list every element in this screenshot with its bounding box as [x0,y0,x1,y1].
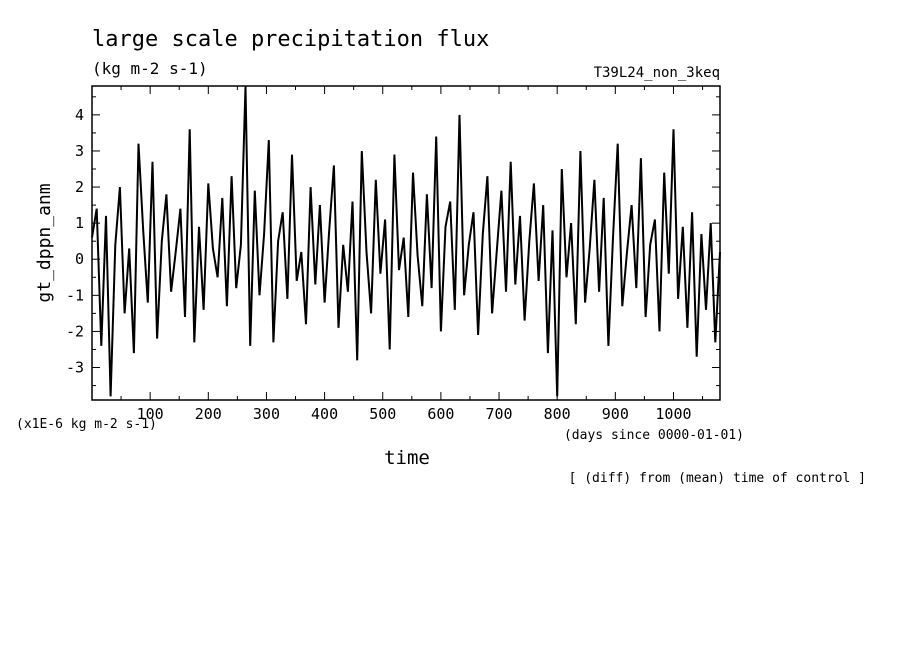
footnote: [ (diff) from (mean) time of control ] [569,471,866,486]
plot-frame [91,85,721,401]
x-tick-label: 100 [137,405,164,423]
x-tick-label: 600 [427,405,454,423]
chart-title: large scale precipitation flux [92,27,489,52]
y-tick-label: 0 [75,250,84,268]
x-tick-label: 900 [602,405,629,423]
x-tick-label: 700 [485,405,512,423]
x-tick-label: 500 [369,405,396,423]
x-tick-label: 400 [311,405,338,423]
series-line [91,85,721,397]
y-axis-label: gt_dppn_anm [34,183,55,302]
y-tick-label: -3 [66,359,84,377]
y-tick-label: 2 [75,178,84,196]
y-ticks: -3 -2 -1 0 1 2 3 4 [66,96,720,387]
y-tick-label: 3 [75,142,84,160]
x-tick-label: 200 [195,405,222,423]
x-units: (days since 0000-01-01) [564,428,744,443]
y-tick-label: -2 [66,322,84,340]
x-axis-label: time [384,447,430,469]
x-tick-label: 1000 [655,405,691,423]
x-tick-label: 300 [253,405,280,423]
x-ticks: 100 200 300 400 500 600 700 800 900 1000 [120,86,704,423]
y-tick-label: 1 [75,214,84,232]
experiment-label: T39L24_non_3keq [594,65,720,81]
chart-units: (kg m-2 s-1) [92,59,208,78]
y-tick-label: 4 [75,106,84,124]
y-tick-label: -1 [66,286,84,304]
y-scale-note: (x1E-6 kg m-2 s-1) [16,417,157,432]
series-group [91,85,721,397]
x-tick-label: 800 [544,405,571,423]
